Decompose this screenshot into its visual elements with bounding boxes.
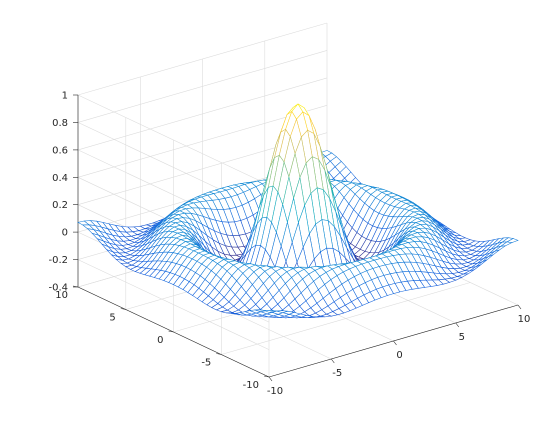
y-tick bbox=[168, 330, 174, 333]
wall-grid-z bbox=[77, 259, 270, 350]
x-tick-label: 5 bbox=[459, 332, 465, 343]
z-tick-label: 0.2 bbox=[52, 200, 68, 211]
y-tick bbox=[216, 353, 222, 355]
y-tick-label: -10 bbox=[243, 380, 259, 391]
z-tick-label: -0.4 bbox=[48, 283, 68, 294]
z-tick-label: 0.4 bbox=[52, 173, 68, 184]
wall-grid-z bbox=[77, 77, 328, 151]
x-tick bbox=[517, 304, 522, 310]
y-tick-label: 5 bbox=[109, 313, 115, 324]
y-tick-label: 0 bbox=[157, 335, 163, 346]
x-tick-label: 0 bbox=[396, 350, 402, 361]
z-tick-label: 0.6 bbox=[52, 145, 68, 156]
y-tick-label: -5 bbox=[201, 358, 211, 369]
z-tick-label: 0.8 bbox=[52, 118, 68, 129]
x-tick-label: -5 bbox=[332, 368, 342, 379]
x-tick bbox=[331, 358, 335, 364]
z-tick-label: -0.2 bbox=[48, 255, 68, 266]
mesh-face bbox=[264, 310, 276, 313]
wall-grid-z bbox=[77, 50, 328, 123]
y-tick-label: 10 bbox=[55, 290, 68, 301]
x-tick bbox=[455, 322, 460, 328]
wall-grid-z bbox=[77, 105, 328, 178]
y-tick bbox=[263, 375, 270, 378]
wall-grid-z bbox=[77, 94, 270, 186]
surface-mesh bbox=[77, 103, 519, 319]
wall-grid-z bbox=[77, 22, 328, 96]
x-tick-label: -10 bbox=[267, 386, 283, 397]
x-tick bbox=[268, 376, 273, 382]
axes bbox=[72, 94, 522, 382]
z-tick-label: 1 bbox=[62, 91, 68, 102]
x-tick-label: 10 bbox=[518, 314, 531, 325]
y-tick bbox=[120, 308, 126, 310]
x-tick bbox=[393, 340, 397, 346]
z-tick-label: 0 bbox=[62, 228, 68, 239]
floor-grid-y bbox=[221, 282, 471, 355]
